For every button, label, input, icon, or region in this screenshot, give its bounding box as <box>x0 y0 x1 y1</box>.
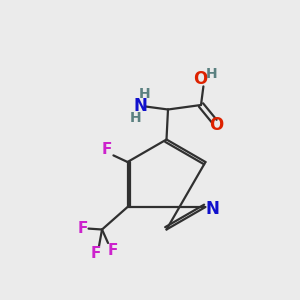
Text: F: F <box>107 243 118 258</box>
Text: H: H <box>139 88 150 101</box>
Text: O: O <box>193 70 207 88</box>
Text: F: F <box>102 142 112 158</box>
Text: N: N <box>133 97 147 115</box>
Text: O: O <box>209 116 223 134</box>
Text: H: H <box>206 67 218 80</box>
Text: H: H <box>130 111 142 125</box>
Text: F: F <box>91 246 101 261</box>
Text: F: F <box>78 221 88 236</box>
Text: N: N <box>205 200 219 217</box>
